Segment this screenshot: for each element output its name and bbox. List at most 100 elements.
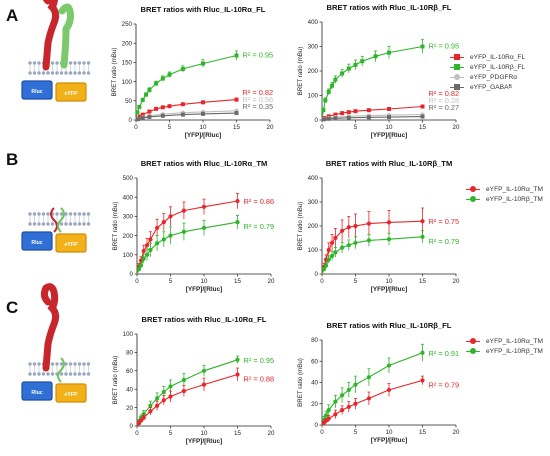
y-tick-label: 200 bbox=[308, 223, 319, 230]
legend-marker-circle-icon bbox=[466, 337, 480, 345]
data-point bbox=[329, 240, 335, 245]
membrane-head-top bbox=[50, 61, 55, 65]
membrane-head-bottom bbox=[68, 372, 73, 376]
data-point bbox=[141, 256, 146, 261]
data-point bbox=[373, 54, 378, 59]
data-point bbox=[234, 111, 239, 116]
legend-marker-square-icon bbox=[450, 83, 464, 91]
x-tick-label: 15 bbox=[234, 278, 241, 285]
membrane-head-bottom bbox=[68, 71, 73, 75]
y-tick-label: 0 bbox=[315, 117, 319, 124]
membrane-head-top bbox=[64, 362, 68, 366]
legend-a: eYFP_IL-10Rα_FL eYFP_IL-10Rβ_FL eYFP_PDG… bbox=[450, 52, 525, 92]
x-axis-label: [YFP]/[Rluc] bbox=[186, 286, 223, 293]
y-tick-label: 80 bbox=[126, 350, 133, 357]
data-point bbox=[147, 114, 152, 119]
y-axis-label: BRET ratio (mBu) bbox=[297, 358, 304, 407]
r-squared-label: R² = 0.91 bbox=[429, 349, 460, 358]
y-tick-label: 300 bbox=[123, 214, 134, 221]
il10ra-receptor-shape bbox=[40, 283, 60, 372]
membrane-head-top bbox=[86, 61, 91, 65]
data-point bbox=[322, 117, 327, 122]
data-point bbox=[155, 241, 160, 246]
data-point bbox=[167, 72, 172, 77]
y-tick-label: 20 bbox=[126, 405, 133, 412]
x-tick-label: 5 bbox=[354, 429, 358, 436]
x-tick-label: 15 bbox=[234, 430, 241, 437]
legend-subscript: B bbox=[508, 84, 512, 90]
data-point bbox=[147, 109, 152, 114]
x-tick-label: 20 bbox=[453, 429, 460, 436]
membrane-head-bottom bbox=[86, 372, 91, 376]
membrane-head-bottom bbox=[50, 372, 55, 376]
rluc-label: Rluc bbox=[31, 390, 42, 396]
eyfp-label: eYFP bbox=[65, 392, 79, 398]
data-point bbox=[329, 253, 335, 259]
membrane-head-top bbox=[59, 362, 64, 366]
data-point bbox=[180, 66, 185, 71]
membrane-head-top bbox=[77, 362, 82, 366]
il10ra-receptor-shape bbox=[42, 0, 60, 71]
data-point bbox=[161, 398, 166, 403]
panel-letter-c: C bbox=[6, 298, 19, 317]
data-point bbox=[387, 50, 391, 55]
data-point bbox=[168, 214, 173, 219]
membrane-head-bottom bbox=[86, 71, 91, 75]
il10rb-receptor-shape bbox=[58, 3, 74, 69]
legend-label: eYFP_IL-10Rβ_FL bbox=[470, 63, 526, 71]
membrane-head-top bbox=[77, 212, 82, 216]
data-point bbox=[386, 237, 392, 242]
data-point bbox=[138, 114, 143, 119]
x-tick-label: 0 bbox=[320, 429, 324, 436]
data-point bbox=[346, 387, 351, 393]
y-tick-label: 20 bbox=[311, 401, 318, 408]
x-tick-label: 15 bbox=[233, 124, 240, 131]
data-point bbox=[201, 368, 207, 373]
chart-title: BRET ratios with Rluc_IL-10Rβ_TM bbox=[326, 159, 453, 168]
data-point bbox=[135, 110, 140, 115]
data-point bbox=[235, 198, 240, 204]
membrane-head-top bbox=[37, 212, 41, 216]
series-eYFP_IL-10Rβ_TM: R² = 0.79 bbox=[136, 215, 274, 275]
membrane-head-top bbox=[37, 61, 41, 65]
r-squared-label: R² = 0.86 bbox=[244, 197, 275, 206]
r-squared-label: R² = 0.27 bbox=[429, 103, 460, 112]
rluc-box bbox=[21, 80, 53, 100]
membrane-head-bottom bbox=[41, 372, 46, 376]
chart-2: BRET ratios with Rluc_IL-10Rβ_FL01002003… bbox=[297, 3, 460, 139]
legend-c: eYFP_IL-10Rα_TM eYFP_IL-10Rβ_TM bbox=[466, 336, 543, 356]
y-axis-label: BRET ratio (mBu) bbox=[111, 48, 118, 97]
data-point bbox=[340, 71, 345, 76]
data-point bbox=[155, 403, 160, 408]
r-squared-label: R² = 0.35 bbox=[243, 102, 274, 111]
legend-item-pdgfra: eYFP_PDGFRα bbox=[450, 72, 525, 82]
legend-label: eYFP_IL-10Rα_TM bbox=[486, 337, 543, 345]
x-tick-label: 5 bbox=[354, 278, 358, 285]
receptor-diagram-tm: Rluc eYFP bbox=[21, 207, 91, 253]
data-point bbox=[148, 409, 153, 414]
data-point bbox=[144, 243, 150, 248]
chart-title: BRET ratios with Rluc_IL-10Rβ_FL bbox=[327, 3, 452, 12]
r-squared-label: R² = 0.75 bbox=[429, 217, 460, 226]
membrane-head-top bbox=[73, 362, 77, 366]
y-tick-label: 200 bbox=[308, 68, 319, 75]
r-squared-label: R² = 0.79 bbox=[429, 237, 460, 246]
data-point bbox=[160, 105, 165, 110]
y-tick-label: 40 bbox=[126, 386, 133, 393]
data-point bbox=[161, 389, 166, 395]
data-point bbox=[181, 208, 186, 213]
membrane-head-top bbox=[32, 212, 37, 216]
data-point bbox=[366, 115, 371, 120]
y-tick-label: 200 bbox=[122, 40, 133, 47]
x-tick-label: 5 bbox=[168, 124, 172, 131]
data-point bbox=[180, 112, 185, 117]
eyfp-box bbox=[55, 233, 87, 253]
membrane-head-bottom bbox=[32, 372, 37, 376]
data-point bbox=[387, 106, 391, 111]
data-point bbox=[346, 110, 351, 115]
fit-line bbox=[136, 359, 238, 427]
panel-letter-a: A bbox=[6, 6, 19, 25]
data-point bbox=[333, 250, 338, 255]
membrane-head-top bbox=[86, 212, 91, 216]
